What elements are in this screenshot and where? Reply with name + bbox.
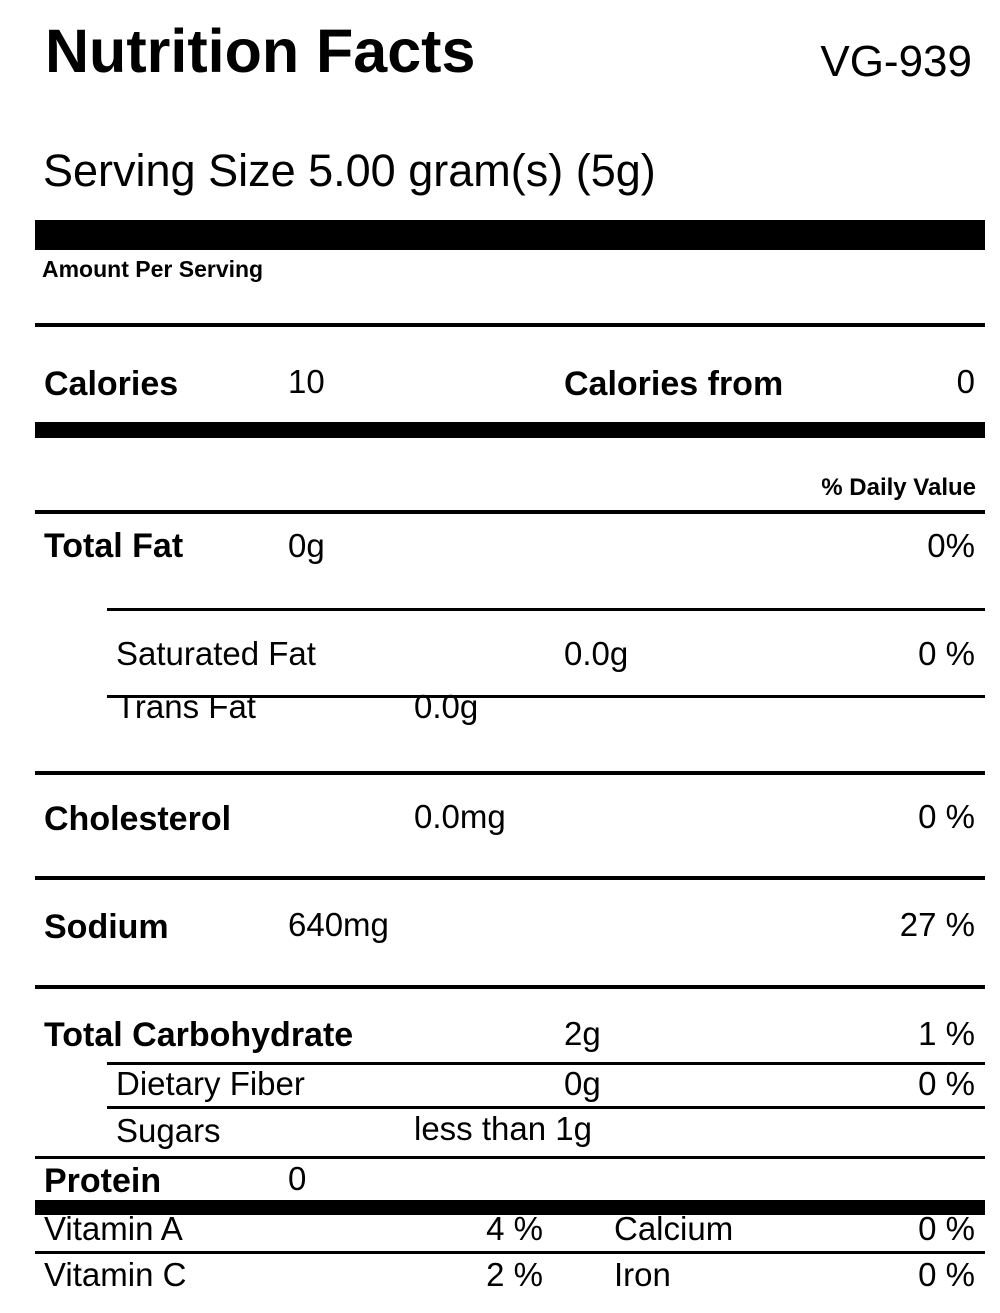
vitamin-name: Iron xyxy=(614,1256,671,1293)
rule xyxy=(107,608,985,611)
rule xyxy=(107,1106,985,1109)
rule xyxy=(107,1062,985,1065)
nutrient-dv: 1 % xyxy=(918,1015,975,1052)
rule xyxy=(107,695,985,698)
nutrient-name: Dietary Fiber xyxy=(116,1065,305,1102)
nutrient-amount: 640mg xyxy=(288,906,389,943)
nutrient-amount: 0g xyxy=(288,527,325,564)
calories-value: 10 xyxy=(288,363,325,400)
vitamin-value: 4 % xyxy=(486,1210,543,1247)
serving-size: Serving Size 5.00 gram(s) (5g) xyxy=(43,145,656,196)
rule xyxy=(35,985,985,989)
vitamin-name: Vitamin C xyxy=(44,1256,186,1293)
nutrient-dv: 0 % xyxy=(918,635,975,672)
nutrient-amount: less than 1g xyxy=(414,1110,592,1147)
rule xyxy=(35,1156,985,1159)
nutrient-amount: 0.0g xyxy=(414,688,478,725)
nutrient-amount: 0.0g xyxy=(564,635,628,672)
nutrient-name: Trans Fat xyxy=(116,688,256,725)
thick-rule xyxy=(35,1200,985,1215)
nutrient-dv: 0 % xyxy=(918,798,975,835)
amount-per-serving: Amount Per Serving xyxy=(42,256,263,282)
nutrient-amount: 0.0mg xyxy=(414,798,506,835)
rule xyxy=(35,876,985,880)
calories-label: Calories xyxy=(44,365,178,403)
vitamin-value: 0 % xyxy=(918,1256,975,1293)
nutrient-dv: 27 % xyxy=(900,906,975,943)
rule xyxy=(35,771,985,775)
vitamin-value: 0 % xyxy=(918,1210,975,1247)
thick-rule xyxy=(35,220,985,250)
vitamin-value: 2 % xyxy=(486,1256,543,1293)
title: Nutrition Facts xyxy=(45,17,475,85)
nutrient-name: Saturated Fat xyxy=(116,635,316,672)
nutrient-dv: 0 % xyxy=(918,1065,975,1102)
vitamin-name: Calcium xyxy=(614,1210,733,1247)
nutrient-name: Sodium xyxy=(44,908,169,946)
nutrient-name: Total Carbohydrate xyxy=(44,1016,353,1054)
nutrient-name: Sugars xyxy=(116,1112,221,1149)
thick-rule xyxy=(35,422,985,438)
vitamin-name: Vitamin A xyxy=(44,1210,183,1247)
calories-from-value: 0 xyxy=(957,363,975,400)
rule xyxy=(35,510,985,514)
nutrient-dv: 0% xyxy=(927,527,975,564)
product-code: VG-939 xyxy=(820,37,972,86)
nutrient-amount: 2g xyxy=(564,1015,601,1052)
rule xyxy=(35,323,985,327)
calories-from-label: Calories from xyxy=(564,365,783,403)
daily-value-header: % Daily Value xyxy=(821,474,976,501)
rule xyxy=(35,1251,985,1254)
nutrient-name: Protein xyxy=(44,1162,161,1200)
nutrient-amount: 0 xyxy=(288,1160,306,1197)
nutrient-amount: 0g xyxy=(564,1065,601,1102)
nutrient-name: Cholesterol xyxy=(44,800,231,838)
nutrient-name: Total Fat xyxy=(44,527,183,565)
